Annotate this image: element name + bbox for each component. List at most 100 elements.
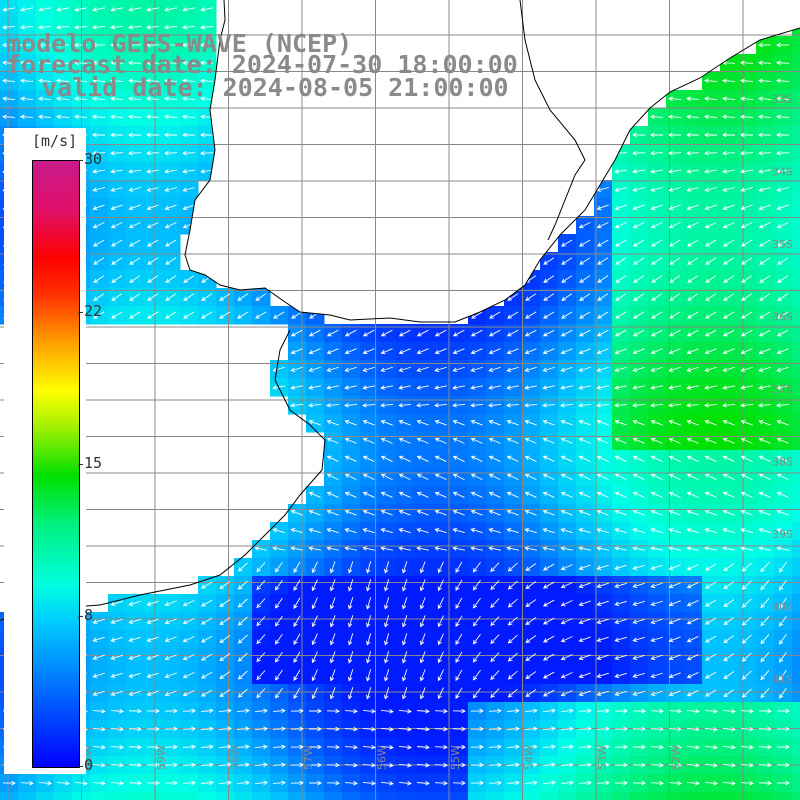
wind-arrow — [398, 402, 412, 408]
wind-arrow — [506, 744, 520, 750]
wind-arrow — [110, 780, 124, 786]
wind-arrow — [777, 293, 789, 301]
wind-arrow — [741, 293, 753, 301]
wind-arrow — [490, 634, 500, 645]
wind-arrow — [776, 187, 789, 192]
wind-arrow — [578, 654, 591, 661]
latitude-label: 40S — [772, 601, 793, 614]
wind-arrow — [741, 257, 753, 265]
wind-arrow — [182, 42, 196, 48]
wind-arrow — [596, 564, 609, 571]
wind-arrow — [758, 385, 771, 390]
wind-arrow — [542, 708, 556, 714]
wind-arrow — [668, 528, 681, 534]
wind-arrow — [596, 546, 609, 551]
wind-arrow — [776, 366, 789, 373]
wind-arrow — [366, 669, 372, 682]
wind-arrow — [596, 366, 609, 373]
wind-arrow — [128, 618, 141, 624]
wind-cell — [0, 792, 19, 800]
wind-arrow — [93, 275, 105, 283]
wind-arrow — [759, 293, 771, 301]
wind-arrow — [650, 654, 663, 661]
wind-arrow — [164, 654, 177, 661]
wind-arrow — [293, 633, 301, 646]
wind-arrow — [578, 600, 591, 607]
wind-arrow — [614, 528, 627, 534]
wind-arrow — [722, 762, 736, 768]
wind-arrow — [776, 239, 789, 247]
wind-arrow — [668, 600, 681, 607]
wind-arrow — [488, 402, 502, 408]
wind-arrow — [362, 762, 376, 768]
wind-arrow — [561, 275, 573, 283]
wind-arrow — [434, 528, 447, 534]
wind-arrow — [110, 654, 123, 660]
wind-arrow — [2, 7, 15, 12]
wind-arrow — [776, 546, 789, 551]
wind-arrow — [758, 221, 771, 229]
wind-arrow — [776, 491, 789, 498]
wind-arrow — [110, 114, 124, 120]
wind-arrow — [560, 239, 573, 247]
wind-arrow — [92, 169, 105, 174]
coastline — [0, 0, 800, 621]
longitude-label: 52W — [670, 745, 683, 770]
wind-arrow — [776, 78, 790, 84]
wind-arrow — [596, 744, 610, 750]
wind-arrow — [182, 169, 195, 174]
wind-arrow — [111, 257, 123, 265]
wind-arrow — [329, 579, 336, 592]
wind-arrow — [596, 509, 609, 516]
wind-arrow — [614, 600, 627, 606]
wind-arrow — [183, 275, 195, 283]
wind-arrow — [776, 528, 789, 534]
wind-arrow — [272, 744, 286, 750]
wind-arrow — [237, 598, 248, 608]
wind-cell — [792, 180, 800, 199]
wind-arrow — [146, 7, 159, 12]
wind-arrow — [632, 600, 645, 606]
wind-arrow — [705, 653, 717, 661]
wind-cell — [342, 792, 361, 800]
wind-arrow — [741, 275, 753, 283]
wind-arrow — [506, 385, 519, 390]
wind-arrow — [596, 455, 609, 462]
wind-arrow — [452, 385, 465, 390]
wind-arrow — [760, 652, 770, 663]
wind-arrow — [362, 509, 375, 516]
wind-arrow — [632, 528, 645, 534]
wind-arrow — [398, 744, 412, 750]
wind-arrow — [347, 633, 354, 646]
wind-arrow — [434, 726, 448, 732]
wind-arrow — [290, 528, 303, 534]
wind-arrow — [704, 491, 717, 498]
wind-arrow — [20, 780, 34, 786]
wind-arrow — [110, 96, 124, 102]
wind-arrow — [506, 780, 520, 786]
wind-arrow — [344, 726, 358, 732]
wind-arrow — [164, 24, 178, 30]
wind-arrow — [740, 437, 753, 444]
wind-cell — [324, 792, 343, 800]
wind-arrow — [525, 671, 537, 679]
wind-arrow — [686, 348, 699, 355]
wind-arrow — [362, 329, 375, 337]
wind-arrow — [219, 599, 231, 608]
wind-arrow — [344, 402, 358, 408]
wind-arrow — [776, 114, 790, 120]
wind-arrow — [578, 528, 591, 534]
wind-arrow — [705, 311, 717, 319]
wind-arrow — [110, 636, 123, 642]
wind-arrow — [560, 708, 574, 714]
wind-arrow — [560, 780, 574, 786]
wind-arrow — [740, 385, 753, 390]
wind-arrow — [777, 275, 789, 283]
wind-arrow — [614, 762, 628, 768]
wind-arrow — [776, 42, 790, 48]
wind-arrow — [668, 546, 681, 551]
wind-cell — [558, 792, 577, 800]
wind-arrow — [164, 618, 177, 625]
wind-arrow — [758, 60, 772, 66]
